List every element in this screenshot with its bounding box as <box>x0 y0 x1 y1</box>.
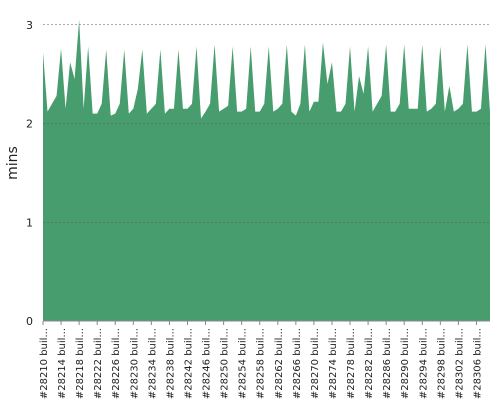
y-tick-label: 1 <box>26 216 33 229</box>
x-tick-label: #28266 buil... <box>292 328 303 399</box>
x-tick-label: #28234 buil... <box>147 328 158 399</box>
x-tick-label: #28278 buil... <box>346 328 357 399</box>
x-tick-label: #28258 buil... <box>256 328 267 399</box>
y-tick-label: 3 <box>26 19 33 32</box>
x-tick-label: #28250 buil... <box>220 328 231 399</box>
x-tick-label: #28282 buil... <box>364 328 375 399</box>
x-tick-label: #28230 buil... <box>129 328 140 399</box>
y-tick-label: 0 <box>26 315 33 328</box>
x-tick-label: #28286 buil... <box>382 328 393 399</box>
y-axis-label: mins <box>5 146 21 180</box>
x-tick-label: #28274 buil... <box>328 328 339 399</box>
x-tick-label: #28302 buil... <box>454 328 465 399</box>
x-tick-label: #28214 buil... <box>57 328 68 399</box>
x-tick-label: #28246 buil... <box>202 328 213 399</box>
x-tick-label: #28222 buil... <box>93 328 104 399</box>
x-tick-label: #28262 buil... <box>274 328 285 399</box>
x-tick-label: #28298 buil... <box>436 328 447 399</box>
x-tick-label: #28238 buil... <box>165 328 176 399</box>
x-tick-label: #28254 buil... <box>238 328 249 399</box>
x-tick-label: #28226 buil... <box>111 328 122 399</box>
x-tick-label: #28290 buil... <box>400 328 411 399</box>
x-tick-label: #28218 buil... <box>75 328 86 399</box>
x-tick-label: #28210 buil... <box>39 328 50 399</box>
area <box>43 19 490 322</box>
x-tick-label: #28242 buil... <box>183 328 194 399</box>
x-tick-label: #28270 buil... <box>310 328 321 399</box>
x-tick-label: #28294 buil... <box>418 328 429 399</box>
x-tick-label: #28306 buil... <box>472 328 483 399</box>
y-tick-label: 2 <box>26 118 33 131</box>
